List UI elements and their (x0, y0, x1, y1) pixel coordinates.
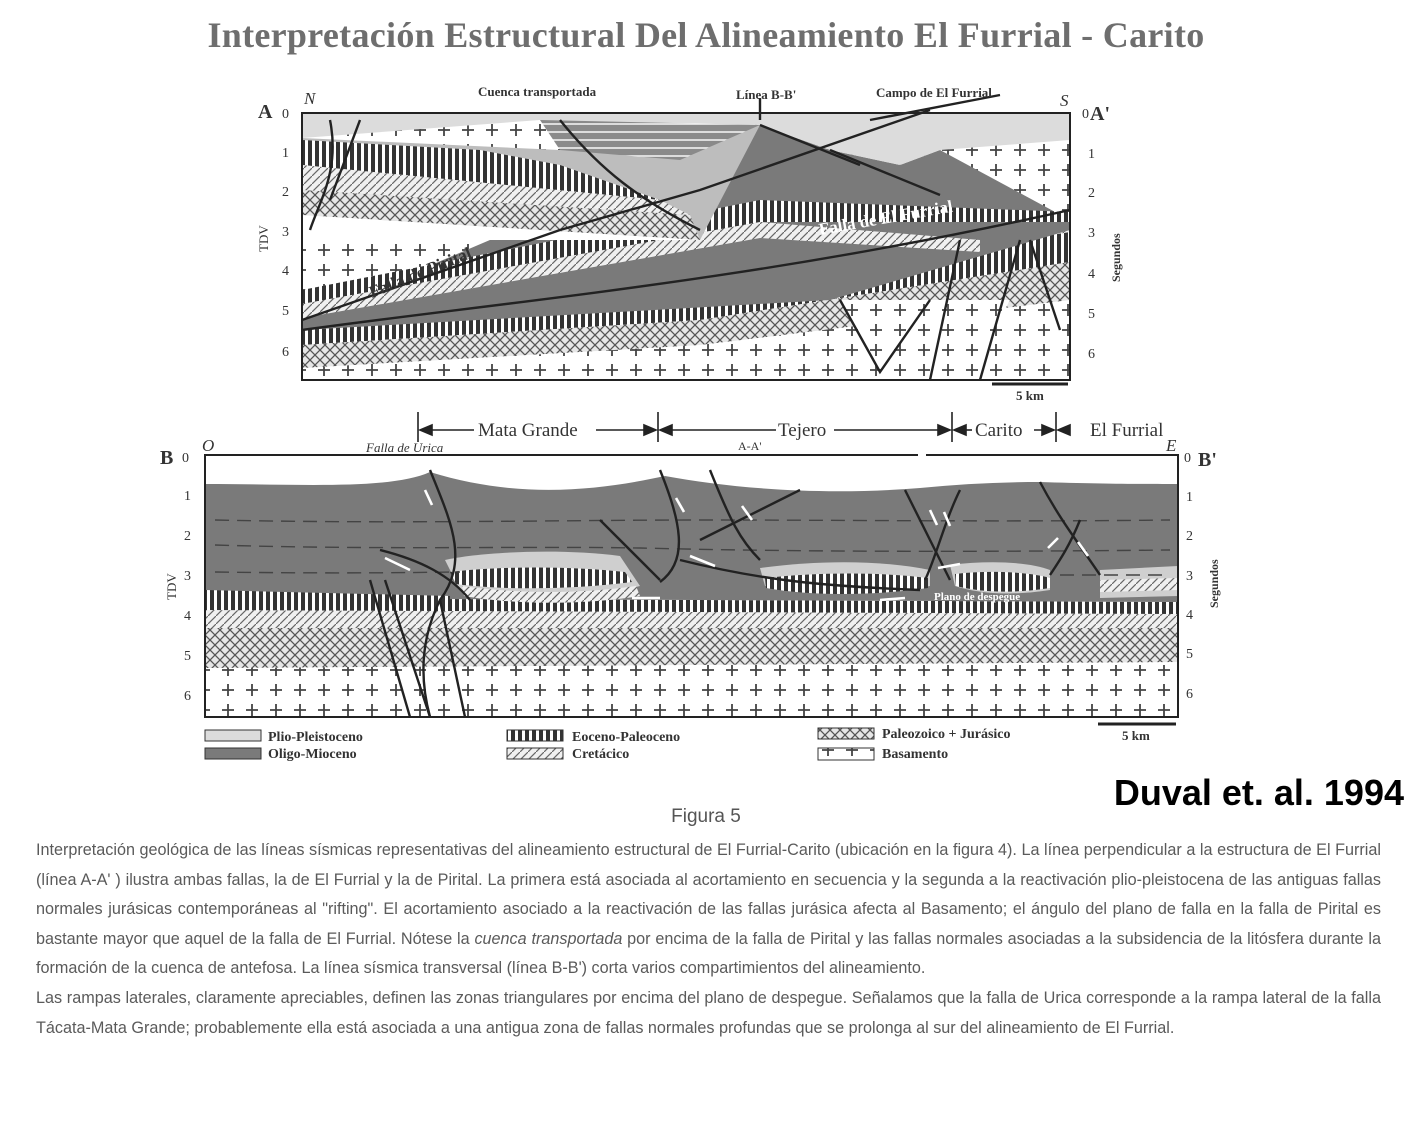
section-a-right-label: A' (1090, 103, 1110, 125)
svg-text:1: 1 (1186, 490, 1193, 505)
caption-paragraph-2: Las rampas laterales, claramente aprecia… (36, 988, 1381, 1037)
section-b-right-label: B' (1198, 449, 1217, 471)
section-a-scale-label: 5 km (1016, 388, 1044, 403)
aa-marker-label: A-A' (738, 439, 762, 453)
svg-text:Cretácico: Cretácico (572, 747, 629, 762)
legend-item-plio: Plio-Pleistoceno (204, 729, 363, 745)
svg-text:4: 4 (184, 609, 191, 624)
figure-number: Figura 5 (671, 806, 741, 827)
caption-italic: cuenca transportada (474, 929, 623, 948)
svg-text:4: 4 (1088, 267, 1095, 282)
section-a-tdv-label: TDV (256, 225, 271, 252)
legend-item-basamento: Basamento (817, 747, 948, 762)
svg-text:6: 6 (1186, 687, 1193, 702)
figure-caption: Interpretación geológica de las líneas s… (36, 836, 1381, 1043)
section-b-left-label: B (160, 447, 173, 469)
section-b-scale-label: 5 km (1122, 728, 1150, 743)
svg-text:0: 0 (282, 107, 289, 122)
svg-text:1: 1 (282, 146, 289, 161)
section-b-frame (204, 454, 1179, 718)
north-label: N (303, 89, 317, 108)
section-b-horizons (214, 519, 1171, 576)
svg-text:Plio-Pleistoceno: Plio-Pleistoceno (268, 730, 363, 745)
section-a-segundos-label: Segundos (1109, 233, 1123, 282)
svg-text:3: 3 (1088, 226, 1095, 241)
section-b-right-ticks: 0 1 2 3 4 5 6 (1184, 451, 1193, 702)
section-b: B B' O E Falla de Urica A-A' Plano de de… (160, 436, 1221, 743)
svg-text:3: 3 (1186, 569, 1193, 584)
campo-furrial-label: Campo de El Furrial (876, 85, 992, 100)
section-b-segundos-label: Segundos (1207, 559, 1221, 608)
svg-text:6: 6 (184, 689, 191, 704)
svg-text:Eoceno-Paleoceno: Eoceno-Paleoceno (572, 730, 680, 745)
section-a-layers (302, 113, 1070, 380)
figure-title: Interpretación Estructural Del Alineamie… (207, 15, 1205, 55)
zone-tejero: Tejero (778, 420, 826, 441)
svg-text:1: 1 (184, 489, 191, 504)
svg-text:0: 0 (1082, 107, 1089, 122)
svg-text:3: 3 (282, 225, 289, 240)
svg-text:4: 4 (1186, 608, 1193, 623)
section-b-tdv-label: TDV (164, 573, 179, 600)
svg-text:4: 4 (282, 264, 289, 279)
east-label: E (1165, 436, 1177, 455)
legend: Plio-Pleistoceno Oligo-Mioceno Eoceno-Pa… (204, 727, 1011, 762)
legend-item-paleozoico: Paleozoico + Jurásico (817, 727, 1011, 742)
falla-urica-label: Falla de Urica (365, 440, 444, 455)
section-a-right-ticks: 0 1 2 3 4 5 6 (1082, 107, 1095, 362)
legend-item-cretacico: Cretácico (506, 747, 629, 762)
svg-text:2: 2 (184, 529, 191, 544)
west-label: O (202, 436, 214, 455)
linea-bb-label: Línea B-B' (736, 87, 796, 102)
section-b-left-ticks: 0 1 2 3 4 5 6 (182, 451, 191, 704)
section-a-left-label: A (258, 101, 273, 123)
svg-text:0: 0 (1184, 451, 1191, 466)
svg-text:6: 6 (1088, 347, 1095, 362)
zone-brackets (417, 412, 1071, 442)
section-a-faults (301, 93, 1071, 381)
svg-text:2: 2 (1186, 529, 1193, 544)
svg-text:Basamento: Basamento (882, 747, 948, 762)
svg-text:0: 0 (182, 451, 189, 466)
section-b-layers (205, 455, 1178, 717)
svg-text:5: 5 (1186, 647, 1193, 662)
section-b-faults (368, 469, 1101, 718)
svg-text:6: 6 (282, 345, 289, 360)
caption-paragraph-1: Interpretación geológica de las líneas s… (36, 841, 1381, 978)
zone-mata-grande: Mata Grande (478, 420, 578, 441)
svg-text:Oligo-Mioceno: Oligo-Mioceno (268, 747, 357, 762)
svg-text:3: 3 (184, 569, 191, 584)
svg-text:5: 5 (1088, 307, 1095, 322)
section-a-left-ticks: 0 1 2 3 4 5 6 (282, 107, 289, 360)
svg-text:1: 1 (1088, 147, 1095, 162)
legend-item-oligo: Oligo-Mioceno (204, 747, 357, 762)
svg-text:5: 5 (282, 304, 289, 319)
geological-sections: A A' N S Cuenca transportada Línea B-B' … (160, 84, 1221, 762)
svg-text:2: 2 (282, 185, 289, 200)
legend-item-eoceno: Eoceno-Paleoceno (506, 729, 680, 745)
south-label: S (1060, 91, 1069, 110)
plano-despegue-label: Plano de despegue (934, 591, 1020, 603)
svg-text:Paleozoico + Jurásico: Paleozoico + Jurásico (882, 727, 1011, 742)
zone-carito: Carito (975, 420, 1023, 441)
section-a: A A' N S Cuenca transportada Línea B-B' … (256, 84, 1123, 403)
section-a-frame (301, 112, 1071, 381)
svg-text:2: 2 (1088, 186, 1095, 201)
credit-label: Duval et. al. 1994 (1113, 772, 1404, 813)
section-b-arrows (384, 489, 1090, 602)
svg-text:5: 5 (184, 649, 191, 664)
zone-el-furrial: El Furrial (1090, 420, 1163, 441)
cuenca-transportada-label: Cuenca transportada (478, 84, 597, 99)
